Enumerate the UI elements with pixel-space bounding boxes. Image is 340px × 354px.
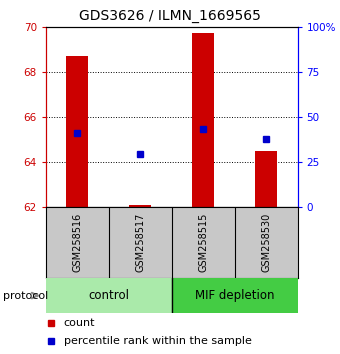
- Text: count: count: [64, 318, 95, 328]
- Text: protocol: protocol: [3, 291, 49, 301]
- Text: GSM258516: GSM258516: [72, 213, 82, 272]
- Bar: [46, 278, 172, 313]
- Text: GSM258517: GSM258517: [135, 213, 145, 272]
- Bar: [172, 278, 298, 313]
- Bar: [192, 33, 214, 207]
- Bar: [66, 56, 88, 207]
- Text: GDS3626 / ILMN_1669565: GDS3626 / ILMN_1669565: [79, 9, 261, 23]
- Bar: [255, 151, 277, 207]
- Bar: [129, 205, 151, 207]
- Text: percentile rank within the sample: percentile rank within the sample: [64, 336, 251, 346]
- Text: GSM258515: GSM258515: [198, 213, 208, 272]
- Text: GSM258530: GSM258530: [261, 213, 271, 272]
- Text: control: control: [88, 289, 129, 302]
- Text: MIF depletion: MIF depletion: [195, 289, 274, 302]
